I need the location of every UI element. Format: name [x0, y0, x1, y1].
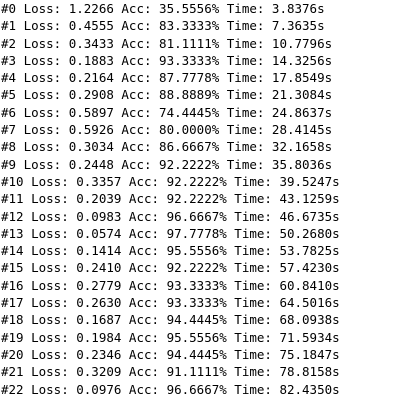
- log-line-text: #6 Loss: 0.5897 Acc: 74.4445% Time: 24.8…: [1, 104, 333, 120]
- log-line-text: #3 Loss: 0.1883 Acc: 93.3333% Time: 14.3…: [1, 52, 333, 68]
- log-line: #7 Loss: 0.5926 Acc: 80.0000% Time: 28.4…: [1, 121, 400, 138]
- log-line-text: #16 Loss: 0.2779 Acc: 93.3333% Time: 60.…: [1, 277, 340, 293]
- log-line-text: #18 Loss: 0.1687 Acc: 94.4445% Time: 68.…: [1, 312, 340, 328]
- log-line: #14 Loss: 0.1414 Acc: 95.5556% Time: 53.…: [1, 242, 400, 259]
- log-line-text: #8 Loss: 0.3034 Acc: 86.6667% Time: 32.1…: [1, 139, 333, 155]
- log-line: #3 Loss: 0.1883 Acc: 93.3333% Time: 14.3…: [1, 52, 400, 69]
- log-line: #10 Loss: 0.3357 Acc: 92.2222% Time: 39.…: [1, 173, 400, 190]
- log-line: #13 Loss: 0.0574 Acc: 97.7778% Time: 50.…: [1, 225, 400, 242]
- log-line: #2 Loss: 0.3433 Acc: 81.1111% Time: 10.7…: [1, 35, 400, 52]
- log-line: #12 Loss: 0.0983 Acc: 96.6667% Time: 46.…: [1, 208, 400, 225]
- log-line: #17 Loss: 0.2630 Acc: 93.3333% Time: 64.…: [1, 294, 400, 311]
- log-line: #18 Loss: 0.1687 Acc: 94.4445% Time: 68.…: [1, 311, 400, 328]
- log-line-text: #9 Loss: 0.2448 Acc: 92.2222% Time: 35.8…: [1, 156, 333, 172]
- log-line-text: #13 Loss: 0.0574 Acc: 97.7778% Time: 50.…: [1, 225, 340, 241]
- log-line: #6 Loss: 0.5897 Acc: 74.4445% Time: 24.8…: [1, 104, 400, 121]
- log-line: #16 Loss: 0.2779 Acc: 93.3333% Time: 60.…: [1, 277, 400, 294]
- log-line-text: #15 Loss: 0.2410 Acc: 92.2222% Time: 57.…: [1, 260, 340, 276]
- log-line-text: #19 Loss: 0.1984 Acc: 95.5556% Time: 71.…: [1, 329, 340, 345]
- log-line-text: #1 Loss: 0.4555 Acc: 83.3333% Time: 7.36…: [1, 18, 325, 34]
- log-line: #0 Loss: 1.2266 Acc: 35.5556% Time: 3.83…: [1, 0, 400, 17]
- log-line-text: #11 Loss: 0.2039 Acc: 92.2222% Time: 43.…: [1, 191, 340, 207]
- log-line-text: #10 Loss: 0.3357 Acc: 92.2222% Time: 39.…: [1, 173, 340, 189]
- log-line: #15 Loss: 0.2410 Acc: 92.2222% Time: 57.…: [1, 259, 400, 276]
- log-line-text: #7 Loss: 0.5926 Acc: 80.0000% Time: 28.4…: [1, 122, 333, 138]
- log-line: #21 Loss: 0.3209 Acc: 91.1111% Time: 78.…: [1, 363, 400, 380]
- log-line-text: #5 Loss: 0.2908 Acc: 88.8889% Time: 21.3…: [1, 87, 333, 103]
- log-line: #1 Loss: 0.4555 Acc: 83.3333% Time: 7.36…: [1, 17, 400, 34]
- log-line: #19 Loss: 0.1984 Acc: 95.5556% Time: 71.…: [1, 329, 400, 346]
- log-line: #9 Loss: 0.2448 Acc: 92.2222% Time: 35.8…: [1, 156, 400, 173]
- log-line-text: #2 Loss: 0.3433 Acc: 81.1111% Time: 10.7…: [1, 35, 333, 51]
- log-line-text: #20 Loss: 0.2346 Acc: 94.4445% Time: 75.…: [1, 346, 340, 362]
- log-line-text: #14 Loss: 0.1414 Acc: 95.5556% Time: 53.…: [1, 243, 340, 259]
- log-line: #20 Loss: 0.2346 Acc: 94.4445% Time: 75.…: [1, 346, 400, 363]
- log-line-text: #4 Loss: 0.2164 Acc: 87.7778% Time: 17.8…: [1, 70, 333, 86]
- log-line-text: #22 Loss: 0.0976 Acc: 96.6667% Time: 82.…: [1, 381, 340, 397]
- log-line-text: #21 Loss: 0.3209 Acc: 91.1111% Time: 78.…: [1, 364, 340, 380]
- log-line: #8 Loss: 0.3034 Acc: 86.6667% Time: 32.1…: [1, 138, 400, 155]
- log-line: #5 Loss: 0.2908 Acc: 88.8889% Time: 21.3…: [1, 86, 400, 103]
- log-line-text: #0 Loss: 1.2266 Acc: 35.5556% Time: 3.83…: [1, 1, 325, 16]
- log-line: #11 Loss: 0.2039 Acc: 92.2222% Time: 43.…: [1, 190, 400, 207]
- log-line: #4 Loss: 0.2164 Acc: 87.7778% Time: 17.8…: [1, 69, 400, 86]
- log-line-text: #12 Loss: 0.0983 Acc: 96.6667% Time: 46.…: [1, 208, 340, 224]
- log-line-text: #17 Loss: 0.2630 Acc: 93.3333% Time: 64.…: [1, 295, 340, 311]
- log-line: #22 Loss: 0.0976 Acc: 96.6667% Time: 82.…: [1, 381, 400, 398]
